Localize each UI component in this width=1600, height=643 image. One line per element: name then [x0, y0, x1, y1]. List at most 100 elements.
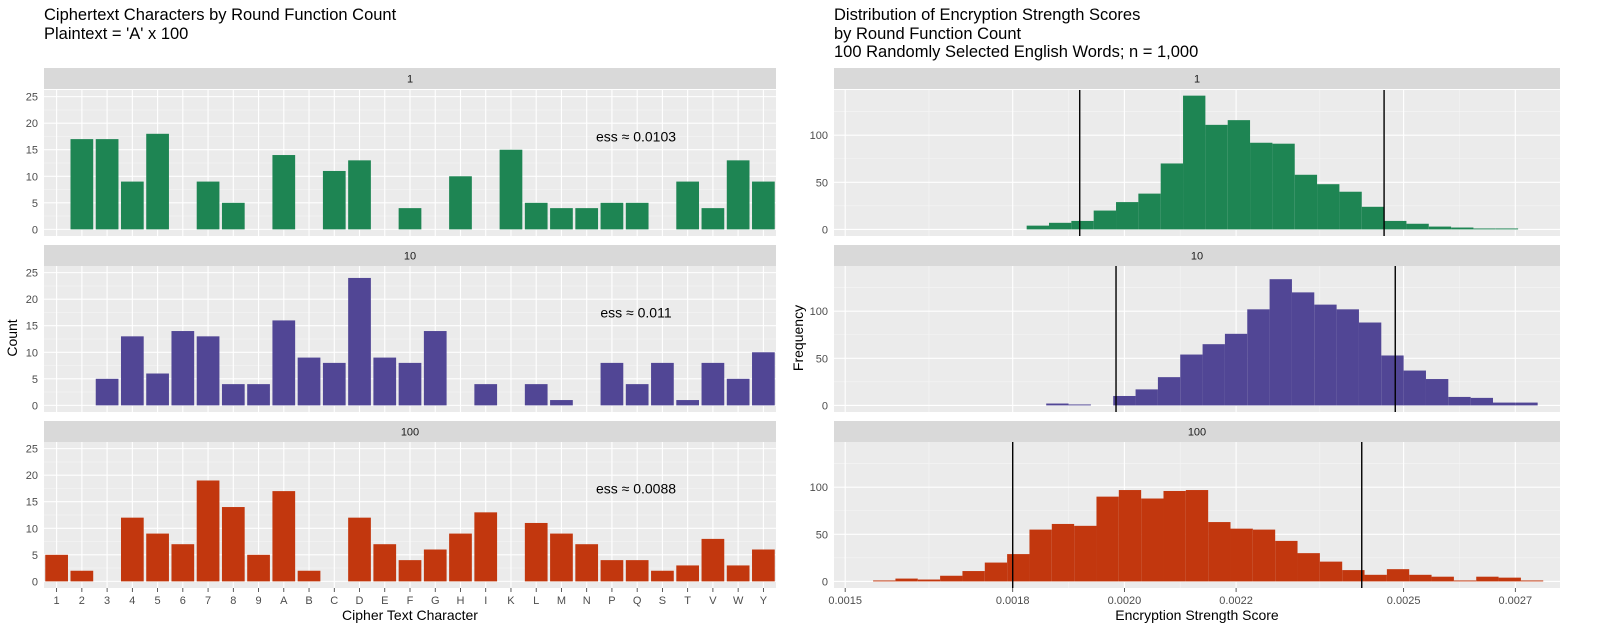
hist-bar-1-1 — [1049, 222, 1072, 230]
left-xtick-label: H — [457, 595, 465, 607]
bar-1-8 — [221, 202, 245, 230]
bar-10-W — [726, 378, 750, 406]
left-facet-1-strip-label: 1 — [407, 74, 413, 86]
bar-10-C — [322, 362, 346, 406]
right-xtick-label: 0.0018 — [996, 595, 1030, 607]
right-xtick-label: 0.0015 — [828, 595, 862, 607]
right-title-line2: by Round Function Count — [834, 24, 1022, 43]
hist-bar-100-27 — [1476, 576, 1499, 582]
hist-bar-10-5 — [1157, 377, 1181, 406]
right-facet-100-strip — [834, 421, 1560, 442]
bar-10-A — [272, 320, 296, 406]
hist-bar-100-9 — [1074, 525, 1097, 582]
left-xtick-label: T — [684, 595, 691, 607]
bar-100-E — [373, 544, 397, 582]
left-facet-1-ytick-label: 15 — [26, 145, 38, 157]
hist-bar-100-21 — [1342, 570, 1365, 582]
bar-10-L — [524, 384, 548, 406]
hist-bar-1-13 — [1317, 184, 1340, 230]
bar-100-V — [701, 538, 725, 582]
hist-bar-100-1 — [895, 578, 918, 582]
hist-bar-1-20 — [1473, 228, 1496, 230]
hist-bar-10-20 — [1492, 402, 1516, 406]
bar-10-Q — [625, 384, 649, 406]
hist-bar-10-19 — [1470, 397, 1493, 406]
bar-10-V — [701, 362, 725, 406]
left-xtick-label: N — [583, 595, 591, 607]
bar-1-H — [449, 176, 472, 230]
right-facet-1-strip-label: 1 — [1194, 74, 1200, 86]
hist-bar-100-16 — [1230, 528, 1253, 582]
hist-bar-10-16 — [1403, 370, 1426, 406]
right-y-axis-title: Frequency — [790, 305, 806, 371]
left-xtick-label: 2 — [79, 595, 85, 607]
bar-1-M — [550, 208, 573, 230]
bar-1-P — [600, 202, 624, 230]
bar-1-4 — [120, 181, 144, 230]
right-facet-10-strip-label: 10 — [1191, 251, 1203, 263]
bar-100-8 — [221, 507, 245, 582]
hist-bar-10-9 — [1247, 309, 1270, 406]
bar-100-2 — [70, 570, 94, 582]
hist-bar-10-6 — [1180, 354, 1203, 406]
bar-100-B — [297, 570, 321, 582]
bar-1-7 — [196, 181, 220, 230]
left-facet-1-ess-annotation: ess ≈ 0.0103 — [596, 128, 676, 144]
left-xtick-label: S — [659, 595, 666, 607]
left-facet-10-ytick-label: 15 — [26, 321, 38, 333]
bar-100-9 — [247, 554, 270, 582]
bar-100-5 — [146, 533, 169, 582]
hist-bar-10-21 — [1515, 402, 1538, 406]
hist-bar-1-2 — [1071, 220, 1094, 230]
bar-10-5 — [146, 373, 169, 406]
hist-bar-10-8 — [1224, 333, 1248, 406]
left-facet-1-ytick-label: 0 — [32, 224, 38, 236]
left-xtick-label: L — [533, 595, 539, 607]
left-chart-title: Ciphertext Characters by Round Function … — [44, 6, 396, 43]
hist-bar-1-14 — [1339, 191, 1362, 230]
bar-10-G — [423, 331, 447, 406]
bar-100-I — [474, 512, 498, 582]
hist-bar-100-15 — [1208, 522, 1231, 582]
bar-1-K — [499, 149, 523, 230]
bar-10-D — [348, 277, 371, 406]
left-xtick-label: 4 — [129, 595, 135, 607]
bar-1-T — [676, 181, 700, 230]
right-facet-1-ytick-label: 0 — [822, 224, 828, 236]
left-xtick-label: K — [507, 595, 515, 607]
right-facet-10-ytick-label: 100 — [810, 306, 828, 318]
hist-bar-100-29 — [1520, 580, 1544, 582]
hist-bar-10-12 — [1314, 304, 1337, 406]
hist-bar-100-17 — [1252, 529, 1276, 582]
hist-bar-100-14 — [1185, 490, 1209, 582]
left-facet-100-ytick-label: 5 — [32, 550, 38, 562]
left-xtick-label: A — [280, 595, 288, 607]
bar-10-Y — [752, 352, 775, 406]
hist-bar-1-17 — [1406, 223, 1429, 230]
bar-10-7 — [196, 336, 220, 406]
bar-100-T — [676, 565, 700, 582]
bar-1-N — [575, 208, 599, 230]
hist-bar-100-10 — [1096, 496, 1119, 582]
hist-bar-100-26 — [1453, 580, 1477, 582]
hist-bar-10-1 — [1068, 404, 1091, 406]
left-facet-1-ytick-label: 25 — [26, 92, 38, 104]
left-y-axis-title: Count — [4, 319, 20, 356]
hist-bar-1-12 — [1294, 174, 1318, 230]
right-facet-10-ytick-label: 50 — [816, 353, 828, 365]
left-xtick-label: V — [709, 595, 717, 607]
left-facet-100-ytick-label: 25 — [26, 444, 38, 456]
hist-bar-10-13 — [1336, 309, 1359, 406]
left-xtick-label: B — [305, 595, 312, 607]
bar-100-N — [575, 544, 599, 582]
bar-10-9 — [247, 384, 270, 406]
bar-10-6 — [171, 331, 195, 406]
bar-100-1 — [45, 554, 68, 582]
hist-bar-1-19 — [1451, 227, 1474, 230]
left-x-axis-title: Cipher Text Character — [342, 607, 478, 623]
bar-100-L — [524, 522, 548, 582]
hist-bar-1-9 — [1227, 120, 1251, 230]
left-xtick-label: W — [733, 595, 744, 607]
